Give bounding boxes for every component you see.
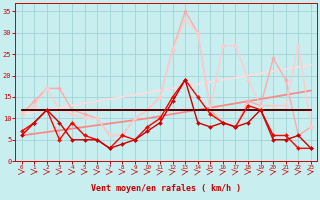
X-axis label: Vent moyen/en rafales ( km/h ): Vent moyen/en rafales ( km/h ) [91, 184, 241, 193]
